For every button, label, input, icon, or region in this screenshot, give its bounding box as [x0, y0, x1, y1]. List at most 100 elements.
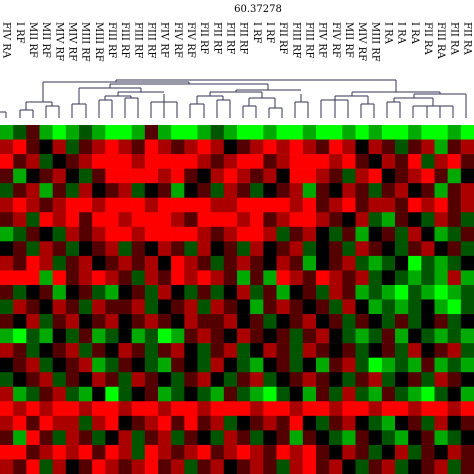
heatmap-cell [79, 372, 93, 388]
heatmap-cell [263, 212, 277, 228]
heatmap-cell [105, 386, 119, 402]
column-label: MII RF [343, 22, 354, 58]
heatmap-cell [92, 459, 106, 474]
heatmap-cell [395, 357, 409, 373]
heatmap-cell [434, 357, 448, 373]
heatmap-cell [118, 139, 132, 155]
heatmap-cell [447, 372, 462, 388]
heatmap-cell [118, 125, 132, 140]
heatmap-cell [223, 125, 238, 140]
heatmap-cell [276, 415, 290, 431]
heatmap-cell [460, 284, 474, 300]
heatmap-cell [342, 372, 356, 388]
heatmap-cell [92, 314, 106, 329]
heatmap-cell [355, 459, 369, 474]
heatmap-cell [250, 459, 264, 474]
heatmap-cell [408, 444, 422, 460]
heatmap-cell [26, 154, 40, 169]
heatmap-cell [342, 444, 356, 460]
heatmap-cell [39, 168, 53, 184]
heatmap-cell [184, 386, 198, 402]
heatmap-cell [355, 372, 369, 388]
heatmap-cell [381, 270, 396, 286]
heatmap-cell [184, 183, 198, 199]
heatmap-cell [184, 154, 198, 169]
heatmap-cell [408, 255, 422, 271]
heatmap-cell [65, 125, 80, 140]
heatmap-cell [289, 444, 304, 460]
heatmap-cell [197, 459, 211, 474]
heatmap-cell [79, 444, 93, 460]
heatmap-cell [26, 459, 40, 474]
heatmap-cell [408, 328, 422, 344]
heatmap-cell [355, 197, 369, 213]
heatmap-cell [447, 241, 462, 257]
column-label: FIII RF [290, 22, 301, 58]
heatmap-cell [434, 197, 448, 213]
heatmap-cell [197, 299, 211, 315]
heatmap-cell [92, 299, 106, 315]
heatmap-cell [263, 139, 277, 155]
heatmap-cell [316, 168, 330, 184]
heatmap-cell [171, 212, 185, 228]
heatmap-cell [329, 226, 343, 242]
heatmap-cell [342, 328, 356, 344]
heatmap-cell [184, 284, 198, 300]
heatmap-cell [355, 255, 369, 271]
heatmap-cell [52, 241, 67, 257]
heatmap-cell [355, 357, 369, 373]
heatmap-cell [197, 183, 211, 199]
heatmap-cell [144, 139, 159, 155]
heatmap-cell [460, 270, 474, 286]
heatmap-cell [289, 415, 304, 431]
heatmap-cell [223, 139, 238, 155]
heatmap-cell [381, 284, 396, 300]
heatmap-cell [118, 328, 132, 344]
heatmap-cell [368, 314, 383, 329]
heatmap-cell [131, 386, 146, 402]
heatmap-cell [263, 241, 277, 257]
heatmap-cell [434, 284, 448, 300]
heatmap-cell [52, 212, 67, 228]
column-label: I RA [396, 22, 407, 45]
heatmap-cell [92, 284, 106, 300]
heatmap-cell [223, 430, 238, 446]
heatmap-cell [302, 372, 317, 388]
heatmap-cell [381, 372, 396, 388]
heatmap-cell [263, 343, 277, 358]
heatmap-cell [65, 197, 80, 213]
heatmap-cell [263, 328, 277, 344]
heatmap-cell [408, 270, 422, 286]
heatmap-cell [26, 430, 40, 446]
column-label: MIII RF [80, 22, 91, 62]
heatmap-cell [381, 357, 396, 373]
heatmap-cell [329, 372, 343, 388]
heatmap-cell [395, 299, 409, 315]
heatmap-cell [395, 241, 409, 257]
heatmap-cell [210, 168, 225, 184]
heatmap-cell [276, 154, 290, 169]
heatmap-cell [131, 154, 146, 169]
heatmap-cell [263, 125, 277, 140]
heatmap-cell [237, 154, 251, 169]
heatmap-cell [460, 459, 474, 474]
heatmap-cell [237, 168, 251, 184]
heatmap-cell [302, 197, 317, 213]
heatmap-cell [276, 255, 290, 271]
heatmap-cell [460, 139, 474, 155]
heatmap-cell [26, 299, 40, 315]
heatmap-cell [118, 284, 132, 300]
heatmap-cell [302, 212, 317, 228]
heatmap-cell [250, 168, 264, 184]
heatmap-cell [52, 197, 67, 213]
heatmap-cell [39, 255, 53, 271]
heatmap-cell [355, 139, 369, 155]
heatmap-cell [434, 255, 448, 271]
heatmap-cell [26, 139, 40, 155]
heatmap-cell [263, 284, 277, 300]
heatmap-cell [329, 154, 343, 169]
heatmap-cell [434, 459, 448, 474]
heatmap-cell [26, 212, 40, 228]
heatmap-cell [13, 401, 27, 417]
heatmap-cell [447, 386, 462, 402]
